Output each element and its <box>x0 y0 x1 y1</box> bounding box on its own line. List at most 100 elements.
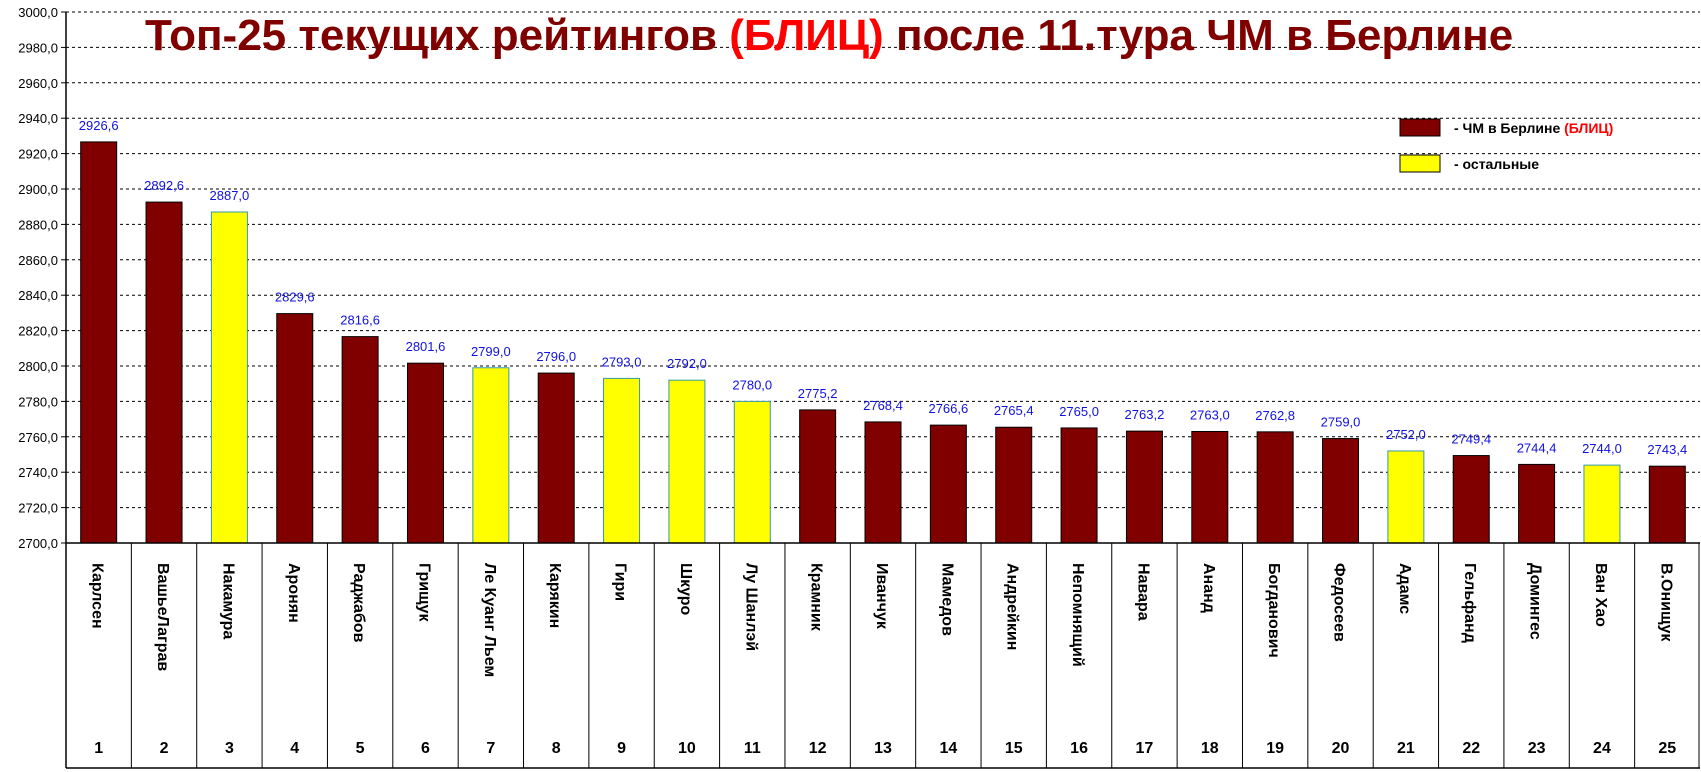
y-tick-label: 2940,0 <box>18 111 58 126</box>
y-tick-label: 2860,0 <box>18 253 58 268</box>
x-rank-label-21: 21 <box>1397 740 1415 757</box>
bar-14 <box>929 424 967 544</box>
bar-13 <box>864 421 902 544</box>
data-label-22: 2749,4 <box>1451 432 1491 447</box>
legend-label-berlin: - ЧМ в Берлине (БЛИЦ) <box>1454 120 1613 136</box>
title-text-highlight: (БЛИЦ) <box>729 11 883 60</box>
bar-6 <box>406 362 444 544</box>
x-rank-label-7: 7 <box>486 740 495 757</box>
data-label-6: 2801,6 <box>406 339 446 354</box>
y-tick-label: 2960,0 <box>18 76 58 91</box>
y-tick-label: 2840,0 <box>18 288 58 303</box>
data-label-5: 2816,6 <box>340 313 380 328</box>
y-tick-label: 2980,0 <box>18 40 58 55</box>
bar-20 <box>1322 438 1360 544</box>
x-category-label-1: Карлсен <box>89 563 106 629</box>
data-label-12: 2775,2 <box>798 386 838 401</box>
bar-12 <box>799 409 837 544</box>
x-category-label-4: Аронян <box>285 563 302 623</box>
x-category-label-22: Гельфанд <box>1461 563 1478 643</box>
data-label-17: 2763,2 <box>1125 407 1165 422</box>
legend-label-others: - остальные <box>1454 156 1539 172</box>
x-rank-label-22: 22 <box>1462 740 1480 757</box>
x-category-label-8: Карякин <box>546 563 563 628</box>
x-category-label-24: Ван Хао <box>1592 563 1609 627</box>
title-text-main: Топ-25 текущих рейтингов <box>145 11 729 60</box>
x-category-label-16: Непомнящий <box>1069 563 1086 667</box>
data-label-9: 2793,0 <box>602 354 642 369</box>
x-category-label-5: Раджабов <box>350 563 367 643</box>
bar-21 <box>1387 450 1425 544</box>
title-text-rest: после 11.тура ЧМ в Берлине <box>884 11 1513 60</box>
x-rank-label-14: 14 <box>939 740 957 757</box>
x-rank-label-16: 16 <box>1070 740 1088 757</box>
y-tick-label: 2900,0 <box>18 182 58 197</box>
x-rank-label-9: 9 <box>617 740 626 757</box>
x-category-label-17: Навара <box>1134 563 1151 621</box>
x-category-label-25: В.Онищук <box>1657 563 1674 642</box>
data-label-19: 2762,8 <box>1255 408 1295 423</box>
x-rank-label-24: 24 <box>1593 740 1611 757</box>
data-label-11: 2780,0 <box>732 377 772 392</box>
x-rank-label-19: 19 <box>1266 740 1284 757</box>
bar-17 <box>1125 430 1163 544</box>
data-label-20: 2759,0 <box>1321 415 1361 430</box>
x-rank-label-17: 17 <box>1136 740 1154 757</box>
x-category-label-20: Федосеев <box>1331 563 1348 642</box>
data-label-8: 2796,0 <box>536 349 576 364</box>
x-category-label-10: Шкуро <box>677 563 694 616</box>
data-label-1: 2926,6 <box>79 118 119 133</box>
data-label-4: 2829,6 <box>275 290 315 305</box>
y-tick-label: 2760,0 <box>18 430 58 445</box>
bar-11 <box>733 400 771 544</box>
y-tick-label: 2780,0 <box>18 394 58 409</box>
x-category-label-21: Адамс <box>1396 563 1413 614</box>
bar-25 <box>1648 465 1686 544</box>
data-label-7: 2799,0 <box>471 344 511 359</box>
x-rank-label-3: 3 <box>225 740 234 757</box>
legend-swatch-others <box>1399 154 1441 173</box>
x-rank-label-8: 8 <box>552 740 561 757</box>
x-category-label-9: Гири <box>612 563 629 601</box>
data-label-24: 2744,0 <box>1582 441 1622 456</box>
x-category-label-7: Ле Куанг Льем <box>481 563 498 677</box>
x-rank-label-25: 25 <box>1658 740 1676 757</box>
chart-title: Топ-25 текущих рейтингов (БЛИЦ) после 11… <box>145 11 1513 60</box>
y-tick-label: 2720,0 <box>18 501 58 516</box>
data-label-3: 2887,0 <box>210 188 250 203</box>
x-rank-label-23: 23 <box>1528 740 1546 757</box>
bar-10 <box>668 379 706 544</box>
bar-2 <box>145 201 183 544</box>
x-rank-label-20: 20 <box>1332 740 1350 757</box>
x-category-label-15: Андрейкин <box>1004 563 1021 650</box>
data-label-21: 2752,0 <box>1386 427 1426 442</box>
y-tick-label: 2920,0 <box>18 147 58 162</box>
bar-23 <box>1518 463 1556 544</box>
bar-5 <box>341 336 379 544</box>
x-rank-label-4: 4 <box>290 740 299 757</box>
data-label-15: 2765,4 <box>994 403 1034 418</box>
x-rank-label-11: 11 <box>744 740 761 757</box>
bar-3 <box>210 211 248 544</box>
x-rank-label-10: 10 <box>678 740 696 757</box>
x-category-label-18: Ананд <box>1200 563 1217 613</box>
category-table: Карлсен 1 ВашьеЛаграв 2 Накамура 3 Аронян 4 Радж… <box>66 543 1700 769</box>
bar-15 <box>995 426 1033 544</box>
y-tick-label: 2880,0 <box>18 217 58 232</box>
x-rank-label-1: 1 <box>94 740 103 757</box>
x-category-label-3: Накамура <box>219 563 236 639</box>
data-label-18: 2763,0 <box>1190 407 1230 422</box>
x-category-label-19: Богданович <box>1265 563 1282 658</box>
x-category-label-14: Мамедов <box>938 563 955 636</box>
data-label-10: 2792,0 <box>667 356 707 371</box>
data-label-16: 2765,0 <box>1059 404 1099 419</box>
y-tick-label: 2700,0 <box>18 536 58 551</box>
y-tick-label: 2820,0 <box>18 324 58 339</box>
legend-swatch-berlin <box>1399 118 1441 137</box>
bar-4 <box>276 313 314 544</box>
bar-22 <box>1452 455 1490 544</box>
y-tick-label: 2740,0 <box>18 465 58 480</box>
data-label-13: 2768,4 <box>863 398 903 413</box>
labels-layer: 2926,6 2892,6 2887,0 2829,6 2816,6 2801,6 2799… <box>79 118 1687 457</box>
